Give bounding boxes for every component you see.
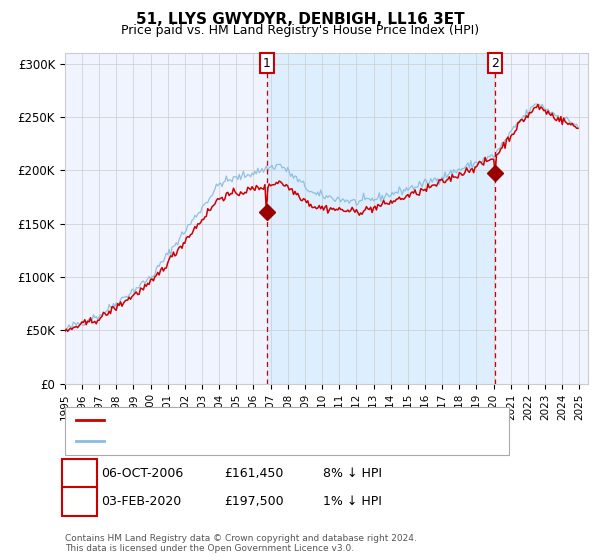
Text: 51, LLYS GWYDYR, DENBIGH, LL16 3ET (detached house): 51, LLYS GWYDYR, DENBIGH, LL16 3ET (deta… [108,416,425,426]
Text: 03-FEB-2020: 03-FEB-2020 [101,494,181,508]
Text: 06-OCT-2006: 06-OCT-2006 [101,466,183,480]
Bar [267,53,495,384]
Text: £161,450: £161,450 [224,466,283,480]
Text: 8% ↓ HPI: 8% ↓ HPI [323,466,382,480]
Text: 1: 1 [263,57,271,69]
Text: 1: 1 [75,466,83,480]
Text: £197,500: £197,500 [224,494,283,508]
Text: 51, LLYS GWYDYR, DENBIGH, LL16 3ET: 51, LLYS GWYDYR, DENBIGH, LL16 3ET [136,12,464,27]
Text: 2: 2 [491,57,499,69]
Text: Contains HM Land Registry data © Crown copyright and database right 2024.
This d: Contains HM Land Registry data © Crown c… [65,534,416,553]
Text: HPI: Average price, detached house, Denbighshire: HPI: Average price, detached house, Denb… [108,436,389,446]
Text: 1% ↓ HPI: 1% ↓ HPI [323,494,382,508]
Text: 2: 2 [75,494,83,508]
Text: Price paid vs. HM Land Registry's House Price Index (HPI): Price paid vs. HM Land Registry's House … [121,24,479,36]
